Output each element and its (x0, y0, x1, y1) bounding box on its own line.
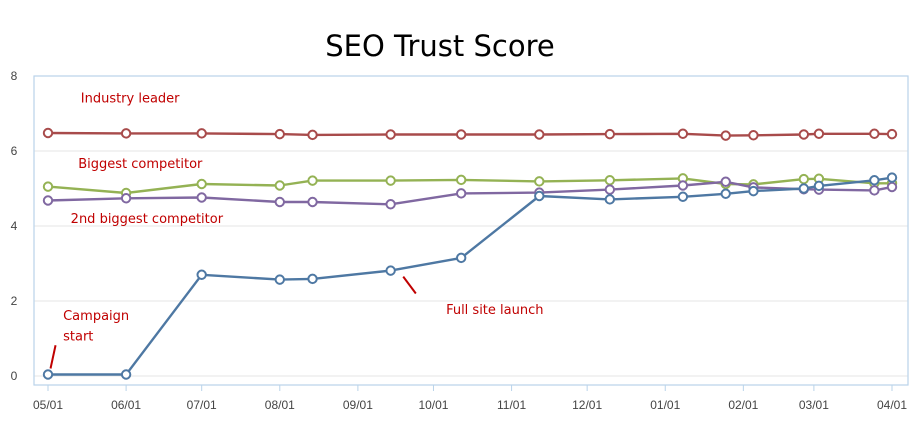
data-point[interactable] (798, 173, 810, 185)
data-point[interactable] (274, 274, 285, 285)
data-point[interactable] (455, 188, 467, 199)
data-point[interactable] (534, 190, 545, 202)
series-lines (42, 127, 898, 380)
data-point[interactable] (196, 178, 207, 190)
x-tick-label: 01/01 (650, 398, 680, 412)
y-axis-ticks: 0 2 4 6 8 (11, 69, 18, 383)
data-point[interactable] (748, 130, 759, 141)
data-point[interactable] (120, 128, 132, 139)
x-tick-label: 03/01 (799, 398, 829, 412)
x-tick-label: 11/01 (497, 398, 526, 412)
x-axis-ticks: 05/01 06/01 07/01 08/01 09/01 10/01 11/01 12/01… (33, 385, 907, 412)
x-tick-label: 08/01 (265, 398, 295, 412)
annotation-label: start (63, 329, 93, 344)
data-point[interactable] (798, 129, 810, 140)
data-point[interactable] (42, 127, 54, 139)
x-tick-label: 10/01 (418, 398, 448, 412)
y-tick-label: 6 (11, 144, 18, 158)
series-line (47, 177, 892, 195)
annotation-label: 2nd biggest competitor (71, 212, 224, 227)
data-point[interactable] (274, 196, 285, 208)
data-point[interactable] (385, 175, 396, 186)
data-point[interactable] (42, 369, 54, 380)
data-point[interactable] (307, 129, 318, 141)
data-point[interactable] (120, 193, 132, 204)
data-point[interactable] (307, 196, 318, 208)
data-point[interactable] (604, 175, 616, 186)
series-1 (42, 127, 898, 141)
data-point[interactable] (604, 184, 616, 195)
y-tick-label: 8 (11, 69, 18, 83)
data-point[interactable] (886, 181, 898, 193)
data-point[interactable] (869, 128, 880, 139)
data-point[interactable] (385, 199, 396, 210)
y-tick-label: 2 (11, 294, 18, 308)
data-point[interactable] (534, 129, 545, 140)
data-point[interactable] (196, 128, 207, 139)
series-line (47, 131, 893, 137)
data-point[interactable] (720, 188, 731, 199)
x-tick-label: 12/01 (572, 398, 602, 412)
annotation-label: Campaign (63, 309, 129, 324)
data-point[interactable] (42, 181, 54, 192)
data-point[interactable] (455, 174, 467, 186)
annotation-label: Full site launch (446, 303, 543, 318)
data-point[interactable] (886, 128, 898, 140)
data-point[interactable] (196, 269, 207, 280)
annotations: Industry leader Biggest competitor 2nd big… (49, 91, 543, 369)
y-tick-label: 4 (11, 219, 18, 233)
data-point[interactable] (307, 175, 318, 186)
data-point[interactable] (120, 369, 132, 380)
data-point[interactable] (748, 185, 759, 197)
x-tick-label: 06/01 (111, 398, 141, 412)
data-point[interactable] (385, 265, 396, 276)
data-point[interactable] (677, 180, 689, 191)
data-point[interactable] (869, 185, 880, 196)
data-point[interactable] (869, 175, 880, 186)
data-point[interactable] (813, 180, 825, 192)
series-line (48, 176, 893, 376)
data-point[interactable] (677, 128, 689, 139)
y-tick-label: 0 (11, 369, 18, 383)
data-point[interactable] (455, 252, 467, 264)
x-tick-label: 09/01 (343, 398, 373, 412)
series-3 (42, 176, 898, 210)
series-4 (42, 172, 898, 380)
data-point[interactable] (604, 194, 616, 205)
data-point[interactable] (677, 191, 689, 202)
data-point[interactable] (886, 172, 898, 183)
series-2 (42, 173, 898, 199)
chart-title: SEO Trust Score (325, 29, 554, 63)
annotation-arrow (49, 345, 57, 369)
data-point[interactable] (274, 128, 285, 140)
annotation-label: Biggest competitor (78, 157, 203, 172)
plot-frame (33, 75, 909, 386)
data-point[interactable] (604, 128, 616, 140)
data-point[interactable] (798, 183, 810, 194)
data-point[interactable] (720, 176, 731, 187)
annotation-arrow (402, 276, 417, 295)
data-point[interactable] (42, 195, 54, 206)
data-point[interactable] (307, 273, 318, 285)
data-point[interactable] (813, 128, 825, 139)
data-point[interactable] (455, 129, 467, 140)
x-tick-label: 07/01 (187, 398, 217, 412)
data-point[interactable] (534, 176, 545, 187)
series-line (47, 180, 893, 206)
x-tick-label: 02/01 (728, 398, 758, 412)
data-point[interactable] (196, 192, 207, 203)
x-tick-label: 05/01 (33, 398, 63, 412)
data-point[interactable] (274, 180, 285, 191)
data-point[interactable] (385, 129, 396, 140)
data-point[interactable] (720, 130, 731, 141)
annotation-label: Industry leader (81, 91, 180, 106)
x-tick-label: 04/01 (877, 398, 907, 412)
